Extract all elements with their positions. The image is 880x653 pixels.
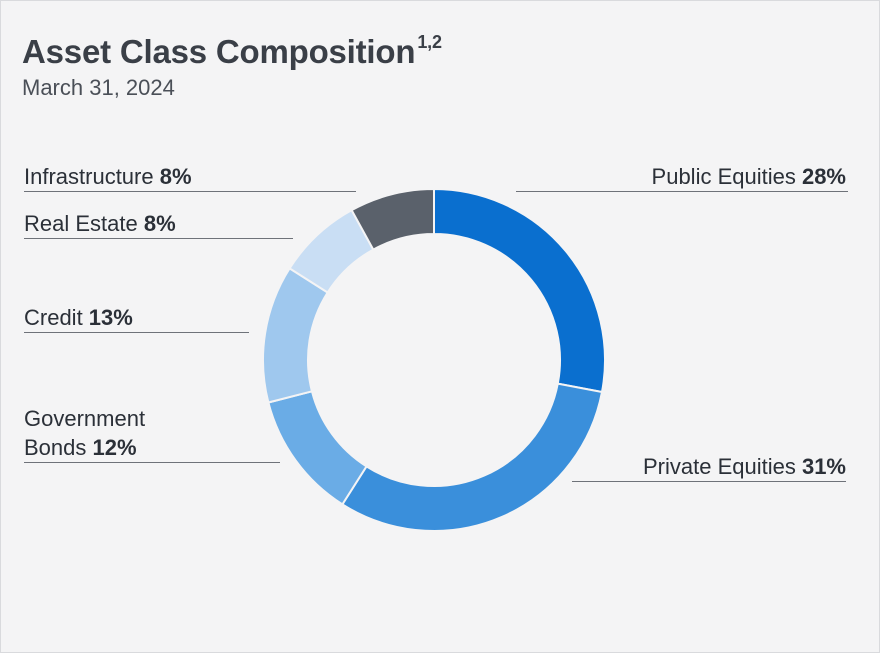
slice-infrastructure xyxy=(350,187,435,251)
label-public-equities: Public Equities 28% xyxy=(652,164,846,189)
label-private-equities: Private Equities 31% xyxy=(643,454,846,479)
value-private-equities: 31% xyxy=(802,454,846,479)
chart-subtitle: March 31, 2024 xyxy=(22,75,175,100)
value-infrastructure: 8% xyxy=(160,164,192,189)
chart-title: Asset Class Composition 1,2 xyxy=(22,32,442,70)
label-credit: Credit 13% xyxy=(24,305,133,330)
label-infrastructure: Infrastructure 8% xyxy=(24,164,192,189)
label-leader-lines xyxy=(24,191,848,482)
value-government-bonds: 12% xyxy=(93,435,137,460)
value-public-equities: 28% xyxy=(802,164,846,189)
donut-slices xyxy=(262,187,606,532)
label-real-estate: Real Estate 8% xyxy=(24,211,176,236)
label-government-bonds: Government Bonds 12% xyxy=(24,406,145,460)
title-footnote-marker: 1,2 xyxy=(417,32,442,52)
value-real-estate: 8% xyxy=(144,211,176,236)
value-credit: 13% xyxy=(89,305,133,330)
slice-credit xyxy=(262,266,329,404)
slice-private-equities xyxy=(340,382,604,532)
slice-labels: Public Equities 28% Private Equities 31% G… xyxy=(24,164,846,479)
slice-public-equities xyxy=(433,187,606,394)
slice-government-bonds xyxy=(267,390,368,506)
